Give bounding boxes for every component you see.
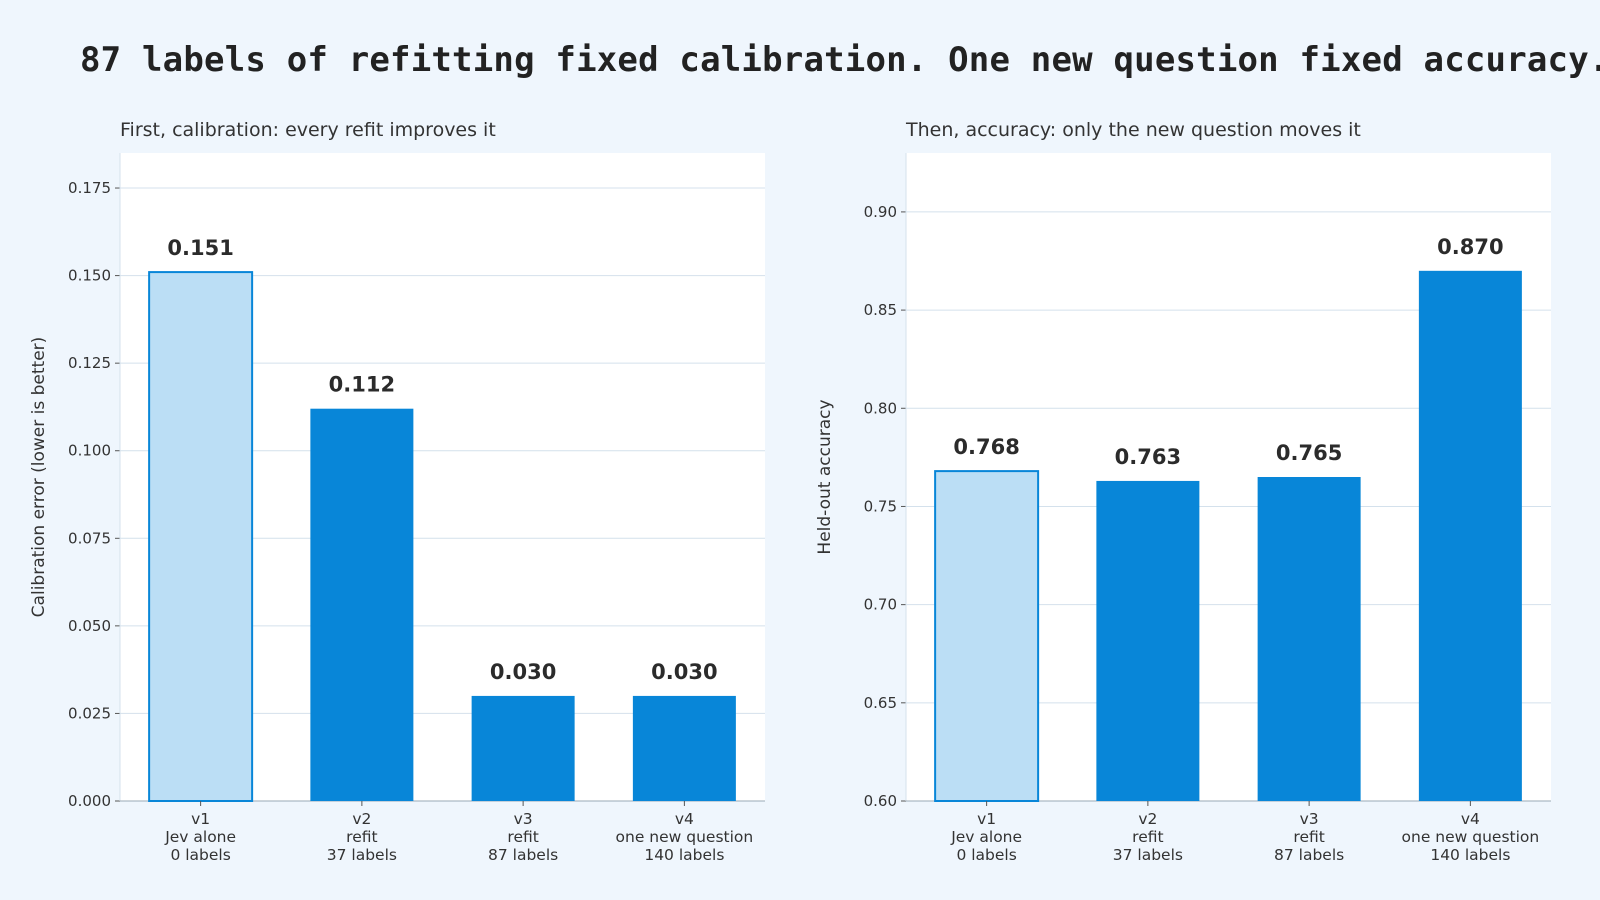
chart-0-ytick-label: 0.025 [68,704,111,722]
chart-0-subtitle: First, calibration: every refit improves… [120,119,496,141]
chart-0-category-label: v1 [191,810,210,828]
chart-1-category-label: v4 [1461,810,1480,828]
chart-1-category-label: v2 [1138,810,1157,828]
chart-0-category-label: 87 labels [488,846,558,864]
chart-1-ytick-label: 0.60 [864,792,897,810]
chart-1-category-label: v1 [977,810,996,828]
chart-0-data-label: 0.112 [329,373,395,397]
chart-0-data-label: 0.030 [490,660,556,684]
chart-1-category-label: 0 labels [956,846,1016,864]
chart-1-ytick-label: 0.90 [864,203,897,221]
chart-1-data-label: 0.765 [1276,441,1342,465]
chart-1-ytick-label: 0.65 [864,694,897,712]
chart-0-category-label: v4 [675,810,694,828]
chart-1-bar [1257,477,1361,801]
chart-1-category-label: 140 labels [1430,846,1510,864]
chart-0-ylabel: Calibration error (lower is better) [29,337,49,618]
chart-0-category-label: Jev alone [164,828,236,846]
chart-0-ytick-label: 0.050 [68,617,111,635]
chart-0-bar [310,408,414,801]
chart-0-data-label: 0.151 [167,236,233,260]
chart-1-ytick-label: 0.75 [864,497,897,515]
chart-1-bar [1096,480,1200,801]
chart-1-ytick-label: 0.80 [864,399,897,417]
chart-0-category-label: 0 labels [170,846,230,864]
chart-1-category-label: refit [1293,828,1324,846]
chart-0-ytick-label: 0.000 [68,792,111,810]
chart-0-ytick-label: 0.125 [68,354,111,372]
calibration-chart: First, calibration: every refit improves… [29,119,765,864]
chart-1-category-label: 37 labels [1113,846,1183,864]
chart-0-category-label: v3 [514,810,533,828]
chart-0-category-label: 37 labels [327,846,397,864]
chart-1-category-label: refit [1132,828,1163,846]
chart-1-subtitle: Then, accuracy: only the new question mo… [905,119,1361,141]
chart-1-ytick-label: 0.85 [864,301,897,319]
chart-1-ytick-label: 0.70 [864,596,897,614]
chart-1-data-label: 0.768 [953,435,1019,459]
chart-0-bar [148,271,254,802]
chart-1-category-label: Jev alone [950,828,1022,846]
chart-0-category-label: 140 labels [644,846,724,864]
chart-1-category-label: v3 [1300,810,1319,828]
chart-1-data-label: 0.763 [1115,445,1181,469]
chart-0-ytick-label: 0.075 [68,529,111,547]
chart-0-bar [471,695,575,801]
page-title: 87 labels of refitting fixed calibration… [80,40,1600,80]
chart-0-data-label: 0.030 [651,660,717,684]
chart-0-category-label: refit [346,828,377,846]
chart-1-bar [1418,270,1522,801]
accuracy-chart: Then, accuracy: only the new question mo… [815,119,1551,864]
chart-1-category-label: 87 labels [1274,846,1344,864]
chart-0-bar [632,695,736,801]
chart-0-category-label: one new question [616,828,754,846]
chart-0-category-label: v2 [352,810,371,828]
chart-1-bar [934,470,1040,802]
chart-1-category-label: one new question [1402,828,1540,846]
chart-1-ylabel: Held-out accuracy [815,399,835,554]
chart-1-data-label: 0.870 [1437,235,1503,259]
chart-0-ytick-label: 0.175 [68,179,111,197]
chart-0-category-label: refit [507,828,538,846]
chart-0-ytick-label: 0.150 [68,267,111,285]
chart-0-ytick-label: 0.100 [68,442,111,460]
